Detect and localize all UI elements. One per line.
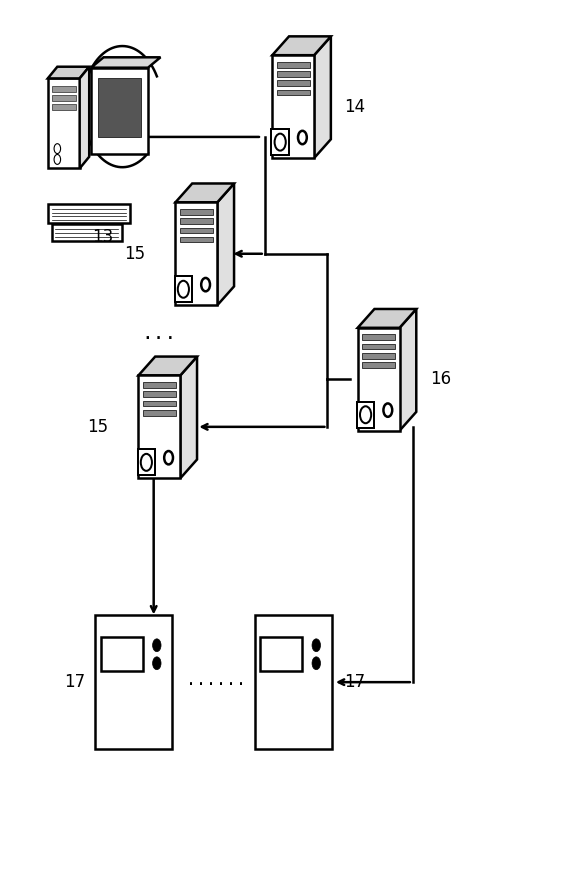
Polygon shape (95, 615, 172, 749)
Circle shape (312, 638, 320, 652)
Text: 16: 16 (430, 370, 451, 388)
Polygon shape (52, 104, 76, 110)
Polygon shape (48, 204, 130, 224)
Polygon shape (180, 227, 213, 233)
Polygon shape (400, 309, 416, 430)
Polygon shape (139, 375, 181, 478)
Polygon shape (91, 68, 148, 154)
Polygon shape (357, 402, 374, 428)
Polygon shape (52, 86, 76, 92)
Text: 15: 15 (124, 245, 145, 263)
Polygon shape (143, 401, 176, 406)
Circle shape (152, 638, 161, 652)
Polygon shape (260, 637, 302, 672)
Polygon shape (48, 78, 80, 168)
Polygon shape (362, 362, 395, 368)
Text: 15: 15 (87, 418, 108, 436)
Polygon shape (91, 57, 160, 68)
Polygon shape (273, 37, 331, 55)
Polygon shape (175, 184, 234, 202)
Polygon shape (277, 80, 309, 86)
Polygon shape (255, 615, 332, 749)
Polygon shape (175, 202, 217, 305)
Polygon shape (358, 309, 416, 327)
Polygon shape (314, 37, 331, 158)
Polygon shape (273, 55, 314, 158)
Polygon shape (358, 327, 400, 430)
Polygon shape (175, 276, 192, 302)
Polygon shape (362, 344, 395, 349)
Polygon shape (277, 71, 309, 77)
Polygon shape (139, 356, 197, 375)
Polygon shape (137, 449, 155, 476)
Polygon shape (362, 353, 395, 359)
Polygon shape (101, 637, 143, 672)
Polygon shape (271, 129, 289, 155)
Text: 13: 13 (92, 228, 113, 246)
Circle shape (152, 657, 161, 670)
Polygon shape (180, 237, 213, 242)
Text: ...: ... (142, 324, 177, 343)
Polygon shape (52, 95, 76, 101)
Polygon shape (143, 382, 176, 388)
Polygon shape (80, 67, 89, 168)
Polygon shape (143, 391, 176, 397)
Polygon shape (217, 184, 234, 305)
Polygon shape (180, 219, 213, 224)
Polygon shape (98, 78, 140, 137)
Polygon shape (180, 209, 213, 214)
Polygon shape (48, 67, 89, 78)
Polygon shape (362, 334, 395, 341)
Text: ......: ...... (186, 671, 246, 689)
Polygon shape (143, 410, 176, 415)
Polygon shape (277, 62, 309, 68)
Text: 14: 14 (344, 98, 366, 116)
Polygon shape (181, 356, 197, 478)
Polygon shape (277, 90, 309, 95)
Text: 17: 17 (344, 673, 366, 692)
Text: 17: 17 (64, 673, 85, 692)
Circle shape (312, 657, 320, 670)
Polygon shape (52, 224, 121, 240)
